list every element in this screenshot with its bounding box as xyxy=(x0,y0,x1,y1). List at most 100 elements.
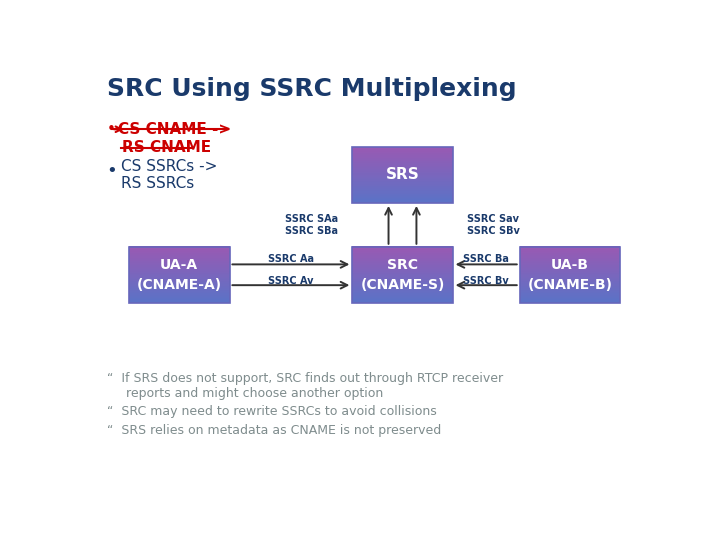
Bar xyxy=(129,273,230,275)
Bar xyxy=(352,171,453,173)
Bar xyxy=(352,270,453,272)
Bar xyxy=(129,286,230,287)
Bar xyxy=(352,197,453,199)
Bar xyxy=(352,252,453,253)
Bar xyxy=(352,183,453,184)
Bar xyxy=(129,270,230,272)
Bar xyxy=(352,253,453,254)
Bar xyxy=(352,196,453,198)
Bar xyxy=(520,261,620,262)
Bar xyxy=(352,201,453,203)
Bar xyxy=(352,181,453,183)
Bar xyxy=(352,180,453,182)
Bar xyxy=(520,290,620,292)
Text: SSRC SAa
SSRC SBa: SSRC SAa SSRC SBa xyxy=(285,214,338,235)
Bar xyxy=(352,285,453,286)
Bar xyxy=(352,246,453,248)
Bar xyxy=(352,251,453,252)
Bar xyxy=(129,248,230,250)
Bar xyxy=(352,288,453,289)
Bar xyxy=(520,268,620,269)
Bar xyxy=(129,293,230,295)
Bar xyxy=(129,296,230,297)
Bar xyxy=(352,284,453,285)
Bar xyxy=(129,282,230,284)
Bar xyxy=(129,256,230,258)
Bar xyxy=(352,190,453,192)
Bar xyxy=(352,185,453,186)
Bar xyxy=(352,165,453,166)
Bar xyxy=(352,297,453,299)
Bar xyxy=(520,301,620,303)
Bar xyxy=(352,268,453,269)
Bar xyxy=(352,169,453,171)
Bar xyxy=(352,161,453,163)
Bar xyxy=(520,278,620,279)
Bar xyxy=(352,200,453,202)
Bar xyxy=(129,247,230,303)
Bar xyxy=(352,300,453,302)
Bar xyxy=(520,292,620,294)
Bar xyxy=(352,276,453,278)
Bar xyxy=(520,280,620,281)
Bar xyxy=(352,259,453,260)
Bar xyxy=(129,299,230,301)
Text: “  SRS relies on metadata as CNAME is not preserved: “ SRS relies on metadata as CNAME is not… xyxy=(107,424,441,437)
Bar xyxy=(352,150,453,151)
Bar xyxy=(129,285,230,286)
Bar xyxy=(352,271,453,273)
Text: CS SSRCs ->: CS SSRCs -> xyxy=(121,159,217,174)
Bar xyxy=(520,279,620,280)
Bar xyxy=(129,259,230,260)
Bar xyxy=(352,151,453,152)
Bar xyxy=(520,269,620,271)
Bar xyxy=(129,269,230,271)
Bar xyxy=(520,256,620,258)
Bar xyxy=(352,157,453,158)
Bar xyxy=(352,298,453,300)
Bar xyxy=(129,288,230,289)
Bar xyxy=(352,148,453,150)
Bar xyxy=(129,274,230,276)
Bar xyxy=(352,299,453,301)
Bar xyxy=(520,263,620,265)
Bar xyxy=(129,268,230,269)
Bar xyxy=(352,187,453,188)
Bar xyxy=(352,286,453,287)
Bar xyxy=(520,289,620,291)
Bar xyxy=(520,262,620,264)
Bar xyxy=(352,293,453,295)
Bar xyxy=(520,282,620,284)
Bar xyxy=(352,255,453,257)
Bar xyxy=(129,246,230,248)
Text: RS CNAME: RS CNAME xyxy=(122,140,212,156)
Text: •: • xyxy=(107,122,116,137)
Bar xyxy=(352,178,453,179)
Bar xyxy=(129,297,230,299)
Bar xyxy=(352,258,453,259)
Bar xyxy=(352,292,453,294)
Text: SSRC Ba: SSRC Ba xyxy=(463,254,509,264)
Bar xyxy=(129,253,230,254)
Bar xyxy=(352,269,453,271)
Bar xyxy=(520,275,620,277)
Bar xyxy=(352,275,453,277)
Bar xyxy=(352,247,453,249)
Bar xyxy=(520,252,620,253)
Bar xyxy=(129,292,230,294)
Bar xyxy=(520,254,620,256)
Bar xyxy=(352,170,453,172)
Bar xyxy=(129,290,230,292)
Bar xyxy=(520,259,620,260)
Bar xyxy=(352,156,453,157)
Text: SRC Using SSRC Multiplexing: SRC Using SSRC Multiplexing xyxy=(107,77,516,102)
Bar xyxy=(352,166,453,167)
Bar xyxy=(352,163,453,165)
Text: “  SRC may need to rewrite SSRCs to avoid collisions: “ SRC may need to rewrite SSRCs to avoid… xyxy=(107,406,436,419)
Bar xyxy=(352,289,453,291)
Bar xyxy=(352,282,453,284)
Text: SRS: SRS xyxy=(386,167,419,183)
Bar xyxy=(352,272,453,274)
Bar xyxy=(352,194,453,195)
Bar xyxy=(352,195,453,197)
